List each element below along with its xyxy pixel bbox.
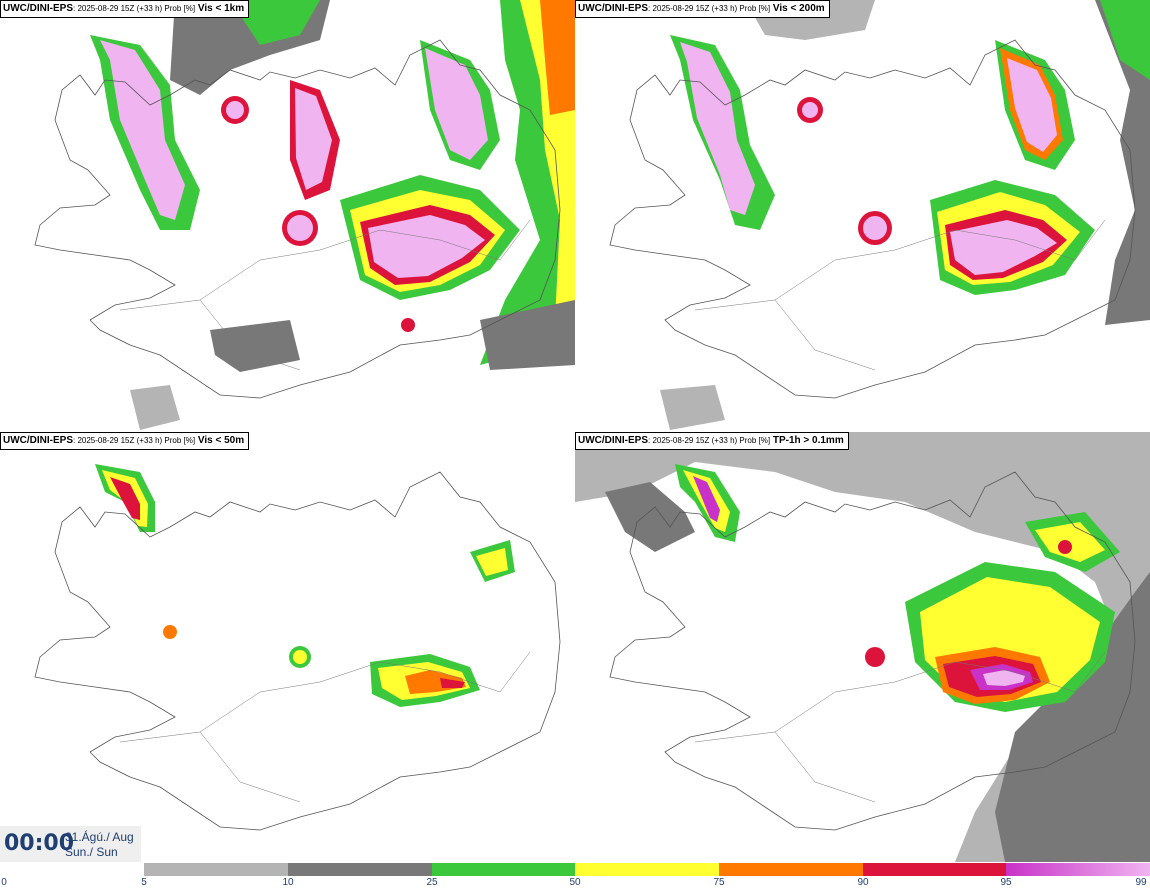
roads [694,651,1106,803]
iceland-map [609,0,1150,430]
legend-bin-10-25 [288,863,432,876]
legend-tick: 99 [1135,877,1147,888]
legend-bin-75-90 [719,863,863,876]
legend-bin-95-99 [1006,863,1150,876]
roads [694,219,1106,371]
legend-tick: 75 [713,877,725,888]
color-legend: 0 5 10 25 50 75 90 95 99 [0,862,1150,891]
legend-bin-5-10 [144,863,288,876]
roads [119,219,531,371]
map-panel-vis-50m: UWC/DINI-EPS: 2025-08-29 15Z (+33 h) Pro… [0,432,575,862]
iceland-map [575,432,1150,862]
prob-shading [95,464,515,707]
iceland-map [34,464,561,831]
legend-bin-90-95 [863,863,1006,876]
legend-tick: 95 [1000,877,1012,888]
prob-shading [660,0,1150,430]
legend-tick: 0 [1,877,7,888]
panel-title: UWC/DINI-EPS: 2025-08-29 15Z (+33 h) Pro… [575,0,830,18]
valid-date: 31.Ágú./ Aug Sun./ Sun [65,830,134,860]
legend-tick: 10 [282,877,294,888]
legend-tick: 50 [569,877,581,888]
valid-date-line: 31.Ágú./ Aug [65,830,134,844]
valid-time: 00:00 [4,831,75,856]
map-panel-vis-1km: UWC/DINI-EPS: 2025-08-29 15Z (+33 h) Pro… [0,0,575,430]
iceland-map [34,0,575,430]
legend-tick: 25 [426,877,438,888]
prob-shading [575,432,1150,862]
panel-title: UWC/DINI-EPS: 2025-08-29 15Z (+33 h) Pro… [575,432,849,450]
panel-title: UWC/DINI-EPS: 2025-08-29 15Z (+33 h) Pro… [0,0,250,18]
valid-day-line: Sun./ Sun [65,845,118,859]
legend-bin-25-50 [432,863,575,876]
legend-tick: 90 [857,877,869,888]
panel-title: UWC/DINI-EPS: 2025-08-29 15Z (+33 h) Pro… [0,432,250,450]
map-panel-tp-1h: UWC/DINI-EPS: 2025-08-29 15Z (+33 h) Pro… [575,432,1150,862]
prob-shading [90,0,575,430]
valid-time-box: 00:00 31.Ágú./ Aug Sun./ Sun [0,826,141,862]
legend-bin-50-75 [575,863,719,876]
map-panel-vis-200m: UWC/DINI-EPS: 2025-08-29 15Z (+33 h) Pro… [575,0,1150,430]
roads [119,651,531,803]
legend-tick: 5 [141,877,147,888]
